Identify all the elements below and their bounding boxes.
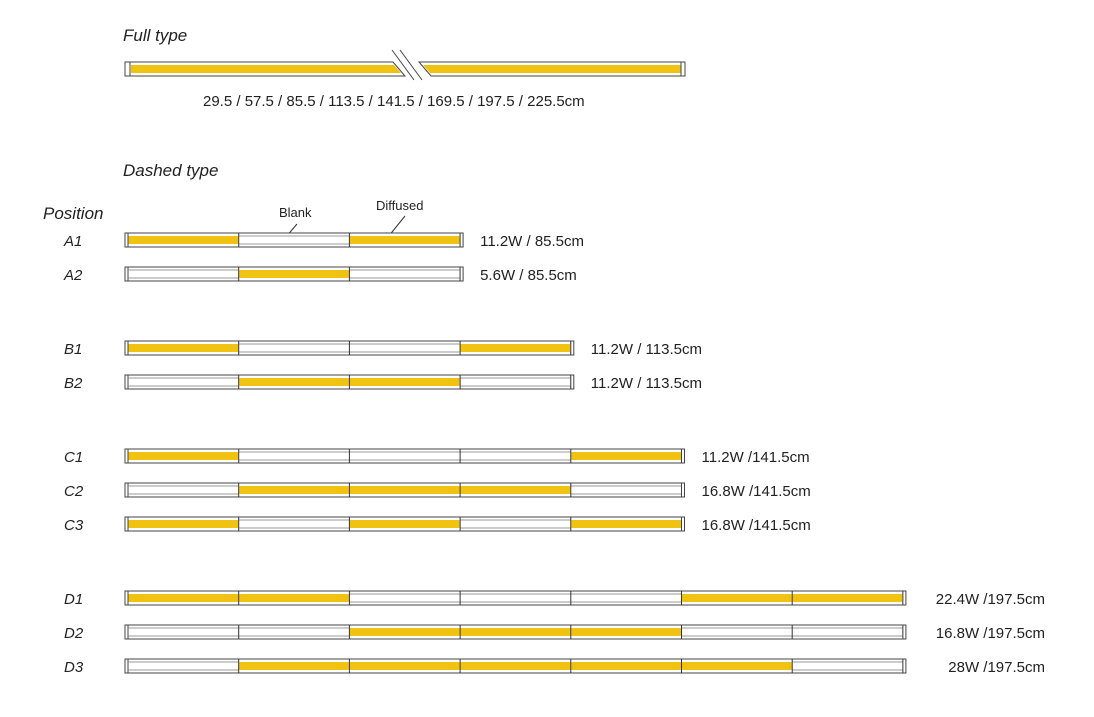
segment-diffused [349,628,460,636]
segment-diffused [571,628,681,636]
segment-diffused [239,270,349,278]
position-label: B2 [64,375,83,392]
segment-diffused [682,662,792,670]
strip-spec-label: 16.8W /141.5cm [702,517,811,534]
segment-diffused [571,452,681,460]
segment-diffused [349,236,460,244]
strip-row-b1: B1 11.2W / 113.5cm [64,340,702,358]
strip-row-d1: D1 22.4W /197.5cm [64,590,1045,608]
diffused-annotation: Diffused [376,198,423,213]
strip-spec-label: 16.8W /197.5cm [936,625,1045,642]
strip-end-cap [902,624,907,640]
strip-spec-label: 22.4W /197.5cm [936,591,1045,608]
position-label: D2 [64,625,84,642]
strip-spec-label: 11.2W / 113.5cm [591,375,702,392]
strip-row-a1: A1 11.2W / 85.5cm [63,232,584,250]
dashed-rows: A1 11.2W / 85.5cm A2 5.6W / 85.5cm B1 11.2W /… [63,232,1045,676]
segment-diffused [239,486,349,494]
strip-end-cap [570,374,575,390]
strip-row-c1: C1 11.2W /141.5cm [64,448,810,466]
position-label: C1 [64,449,83,466]
strip-spec-label: 28W /197.5cm [948,659,1045,676]
segment-diffused [460,486,571,494]
segment-diffused [571,520,681,528]
strip-end-cap [459,232,464,248]
strip-row-d3: D3 28W /197.5cm [64,658,1045,676]
strip-spec-label: 5.6W / 85.5cm [480,267,577,284]
strip-end-cap [681,482,685,498]
position-label: C2 [64,483,84,500]
segment-diffused [128,452,239,460]
segment-diffused [460,662,571,670]
position-label: A1 [63,233,82,250]
strip-row-b2: B2 11.2W / 113.5cm [64,374,702,392]
strip-end-cap [681,448,685,464]
position-header: Position [43,204,103,223]
full-type-lengths: 29.5 / 57.5 / 85.5 / 113.5 / 141.5 / 169… [203,93,585,110]
strip-row-d2: D2 16.8W /197.5cm [64,624,1045,642]
segment-diffused [239,378,349,386]
segment-diffused [349,662,460,670]
strip-end-cap [570,340,575,356]
position-label: A2 [63,267,83,284]
full-type-strip [124,49,686,81]
segment-diffused [128,344,239,352]
strip-end-cap [902,590,907,606]
segment-diffused [349,486,460,494]
segment-diffused [349,378,460,386]
segment-diffused [239,662,349,670]
segment-diffused [349,520,460,528]
strip-row-a2: A2 5.6W / 85.5cm [63,266,577,284]
strip-end-cap [459,266,464,282]
segment-diffused [128,236,239,244]
position-label: D3 [64,659,84,676]
segment-diffused [792,594,903,602]
full-type-title: Full type [123,26,187,45]
strip-row-c2: C2 16.8W /141.5cm [64,482,811,500]
strip-spec-label: 11.2W / 113.5cm [591,341,702,358]
segment-diffused [682,594,792,602]
position-label: B1 [64,341,82,358]
position-label: C3 [64,517,84,534]
blank-annotation: Blank [279,205,312,220]
segment-diffused [571,662,681,670]
position-label: D1 [64,591,83,608]
segment-diffused [128,594,239,602]
strip-spec-label: 11.2W / 85.5cm [480,233,584,250]
dashed-type-title: Dashed type [123,161,218,180]
segment-diffused [460,344,571,352]
strip-end-cap [902,658,907,674]
segment-diffused [128,520,239,528]
segment-diffused [460,628,571,636]
strip-end-cap [681,516,685,532]
segment-diffused [239,594,349,602]
strip-row-c3: C3 16.8W /141.5cm [64,516,811,534]
strip-spec-label: 16.8W /141.5cm [702,483,811,500]
strip-spec-label: 11.2W /141.5cm [702,449,810,466]
